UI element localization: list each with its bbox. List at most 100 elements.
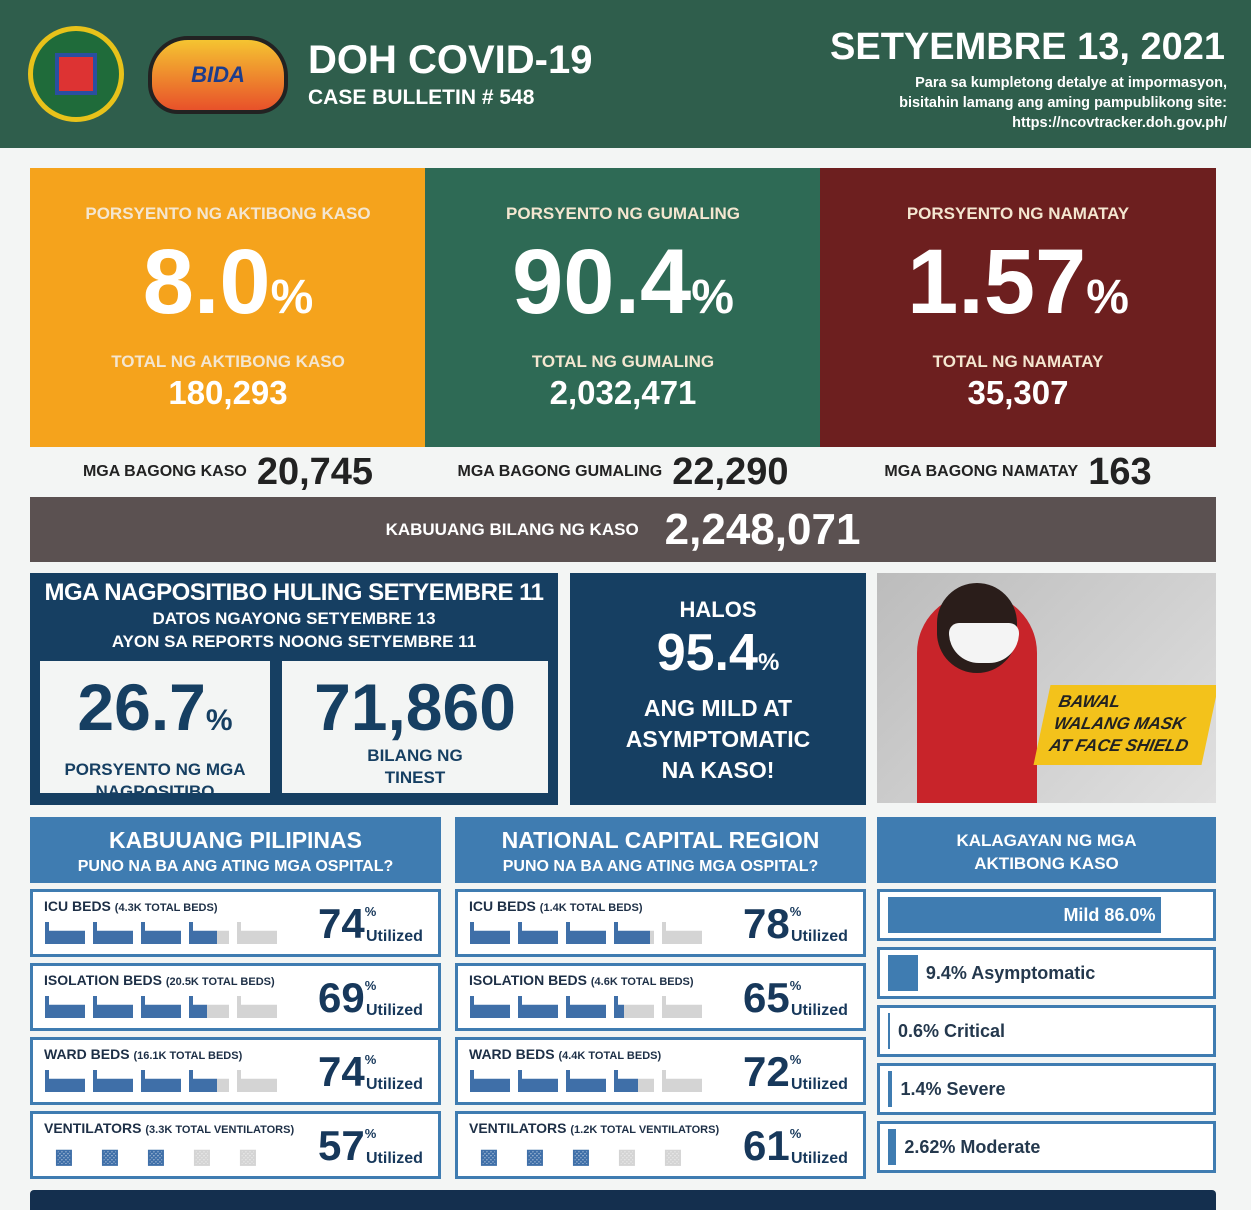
utilization-pct: 78 xyxy=(743,900,790,947)
positivity-title: MGA NAGPOSITIBO HULING SETYEMBRE 11 xyxy=(44,579,544,606)
bed-icon xyxy=(141,996,181,1018)
total-cases-label: KABUUANG BILANG NG KASO xyxy=(385,519,639,539)
stat-pct-label: PORSYENTO NG AKTIBONG KASO xyxy=(85,204,371,223)
hospital-header: KABUUANG PILIPINAS PUNO NA BA ANG ATING … xyxy=(30,817,441,883)
stat-panel: PORSYENTO NG GUMALING 90.4% TOTAL NG GUM… xyxy=(425,168,821,447)
poster-text-3: AT FACE SHIELD xyxy=(1047,736,1191,755)
capacity-name: ICU BEDS xyxy=(469,898,536,914)
bed-icon xyxy=(470,922,510,944)
percent-sign: % xyxy=(364,1126,377,1141)
bed-icon xyxy=(93,1070,133,1092)
bed-icon xyxy=(518,996,558,1018)
percent-sign: % xyxy=(691,271,734,324)
mild-asymptomatic-panel: HALOS 95.4% ANG MILD AT ASYMPTOMATIC NA … xyxy=(570,573,866,805)
positivity-rate-box: 26.7% PORSYENTO NG MGA NAGPOSITIBO xyxy=(40,661,270,801)
status-label: 1.4% Severe xyxy=(900,1078,1006,1099)
status-bar xyxy=(888,1129,897,1165)
bed-icon xyxy=(470,996,510,1018)
capacity-name: WARD BEDS xyxy=(469,1046,555,1062)
utilized-label: Utilized xyxy=(366,1076,423,1093)
capacity-name: ISOLATION BEDS xyxy=(44,972,162,988)
bed-icon xyxy=(45,1070,85,1092)
info-text: Para sa kumpletong detalye at impormasyo… xyxy=(899,73,1227,133)
utilization-pct: 61 xyxy=(743,1122,790,1169)
capacity-name: VENTILATORS xyxy=(44,1120,142,1136)
new-label: MGA BAGONG KASO xyxy=(82,463,247,480)
hospital-subtitle: PUNO NA BA ANG ATING MGA OSPITAL? xyxy=(502,858,819,875)
bottom-banner xyxy=(30,1190,1216,1210)
bed-icon xyxy=(566,1070,606,1092)
bed-icon xyxy=(662,1070,702,1092)
bed-icon xyxy=(237,922,277,944)
ventilator-icon: ▩ xyxy=(663,1146,683,1168)
ventilator-icon: ▩ xyxy=(571,1146,591,1168)
percent-sign: % xyxy=(789,904,802,919)
stat-pct-label: PORSYENTO NG GUMALING xyxy=(506,204,740,223)
capacity-total: (1.2K TOTAL VENTILATORS) xyxy=(570,1124,720,1136)
capacity-total: (1.4K TOTAL BEDS) xyxy=(539,902,643,914)
total-cases-bar: KABUUANG BILANG NG KASO 2,248,071 xyxy=(30,497,1216,562)
stat-total-label: TOTAL NG AKTIBONG KASO xyxy=(111,352,345,371)
tracker-link[interactable]: https://ncovtracker.doh.gov.ph/ xyxy=(1012,115,1227,131)
bed-icon xyxy=(189,1070,229,1092)
status-label: 2.62% Moderate xyxy=(904,1136,1041,1157)
percent-sign: % xyxy=(789,1126,802,1141)
bed-icon xyxy=(141,1070,181,1092)
status-bar: Mild 86.0% xyxy=(888,897,1162,933)
rate-label-1: PORSYENTO NG MGA xyxy=(64,760,246,779)
new-label: MGA BAGONG NAMATAY xyxy=(884,463,1079,480)
stat-panel: PORSYENTO NG AKTIBONG KASO 8.0% TOTAL NG… xyxy=(30,168,426,447)
percent-sign: % xyxy=(789,1052,802,1067)
status-label: Mild 86.0% xyxy=(1063,904,1156,925)
total-cases-value: 2,248,071 xyxy=(664,504,861,554)
status-item: 0.6% Critical xyxy=(877,1005,1216,1057)
utilization-pct: 69 xyxy=(318,974,365,1021)
bed-icon xyxy=(470,1070,510,1092)
active-status-header: KALAGAYAN NG MGA AKTIBONG KASO xyxy=(877,817,1216,883)
stat-panel: PORSYENTO NG NAMATAY 1.57% TOTAL NG NAMA… xyxy=(820,168,1216,447)
new-count-row: MGA BAGONG KASO 20,745 xyxy=(30,450,426,494)
status-label: 9.4% Asymptomatic xyxy=(925,962,1096,983)
capacity-name: ISOLATION BEDS xyxy=(469,972,587,988)
info-line-2: bisitahin lamang ang aming pampublikong … xyxy=(899,95,1227,111)
active-status-title-1: KALAGAYAN NG MGA xyxy=(956,831,1137,850)
status-bar xyxy=(888,1013,890,1049)
poster-text-2: WALANG MASK xyxy=(1052,714,1187,733)
status-bar xyxy=(888,1071,893,1107)
bed-icon xyxy=(614,922,654,944)
stat-pct: 1.57 xyxy=(907,231,1087,333)
bed-icon xyxy=(93,922,133,944)
rate-label-2: NAGPOSITIBO xyxy=(95,782,215,801)
stat-pct-label: PORSYENTO NG NAMATAY xyxy=(906,204,1130,223)
positivity-panel: MGA NAGPOSITIBO HULING SETYEMBRE 11 DATO… xyxy=(30,573,558,805)
percent-sign: % xyxy=(789,978,802,993)
stat-total-label: TOTAL NG GUMALING xyxy=(531,352,715,371)
status-item: 1.4% Severe xyxy=(877,1063,1216,1115)
percent-sign: % xyxy=(1086,271,1129,324)
utilized-label: Utilized xyxy=(791,1076,848,1093)
stat-total: 35,307 xyxy=(967,374,1069,411)
capacity-name: VENTILATORS xyxy=(469,1120,567,1136)
mild-pct: 95.4 xyxy=(656,624,758,682)
status-item: 9.4% Asymptomatic xyxy=(877,947,1216,999)
ventilator-icon: ▩ xyxy=(238,1146,258,1168)
utilization-pct: 72 xyxy=(743,1048,790,1095)
bed-icon xyxy=(45,922,85,944)
halos-label: HALOS xyxy=(679,597,757,622)
header-banner: BIDA DOH COVID-19 CASE BULLETIN # 548 SE… xyxy=(0,0,1251,148)
positivity-rate: 26.7 xyxy=(77,670,206,744)
bulletin-number: CASE BULLETIN # 548 xyxy=(308,86,535,109)
bed-icon xyxy=(189,996,229,1018)
active-status-column: KALAGAYAN NG MGA AKTIBONG KASO Mild 86.0… xyxy=(877,817,1216,1173)
stat-total: 180,293 xyxy=(168,374,288,411)
capacity-item: VENTILATORS (3.3K TOTAL VENTILATORS) ▩ ▩ ▩… xyxy=(30,1111,441,1179)
hospital-title: NATIONAL CAPITAL REGION xyxy=(501,827,820,853)
capacity-item: WARD BEDS (4.4K TOTAL BEDS) 72% Utilized xyxy=(455,1037,866,1105)
hospital-header: NATIONAL CAPITAL REGION PUNO NA BA ANG A… xyxy=(455,817,866,883)
capacity-total: (4.4K TOTAL BEDS) xyxy=(558,1050,662,1062)
capacity-name: ICU BEDS xyxy=(44,898,111,914)
utilized-label: Utilized xyxy=(791,1002,848,1019)
active-status-title-2: AKTIBONG KASO xyxy=(974,854,1119,873)
tested-box: 71,860 BILANG NG TINEST xyxy=(282,661,548,793)
bulletin-title: DOH COVID-19 xyxy=(308,38,593,82)
